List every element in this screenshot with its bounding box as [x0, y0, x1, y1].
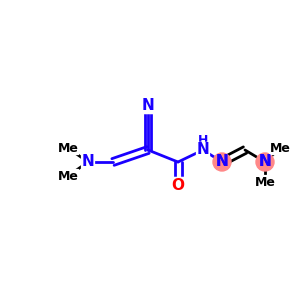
- Circle shape: [213, 153, 231, 171]
- Text: Me: Me: [58, 142, 78, 154]
- Text: N: N: [259, 154, 272, 169]
- Circle shape: [256, 153, 274, 171]
- Text: N: N: [82, 154, 94, 169]
- Text: O: O: [172, 178, 184, 193]
- Text: N: N: [216, 154, 228, 169]
- Text: N: N: [216, 154, 228, 169]
- Text: N: N: [196, 142, 209, 158]
- Text: H: H: [198, 134, 208, 146]
- Text: Me: Me: [58, 169, 78, 182]
- Text: Me: Me: [255, 176, 275, 188]
- Text: Me: Me: [270, 142, 290, 154]
- Text: N: N: [142, 98, 154, 113]
- Text: N: N: [259, 154, 272, 169]
